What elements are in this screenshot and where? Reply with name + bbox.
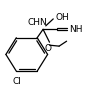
Text: OH: OH xyxy=(55,13,69,22)
Text: Cl: Cl xyxy=(13,77,22,86)
Text: O: O xyxy=(44,44,51,53)
Text: NH: NH xyxy=(69,25,82,34)
Text: CHN: CHN xyxy=(27,18,47,27)
